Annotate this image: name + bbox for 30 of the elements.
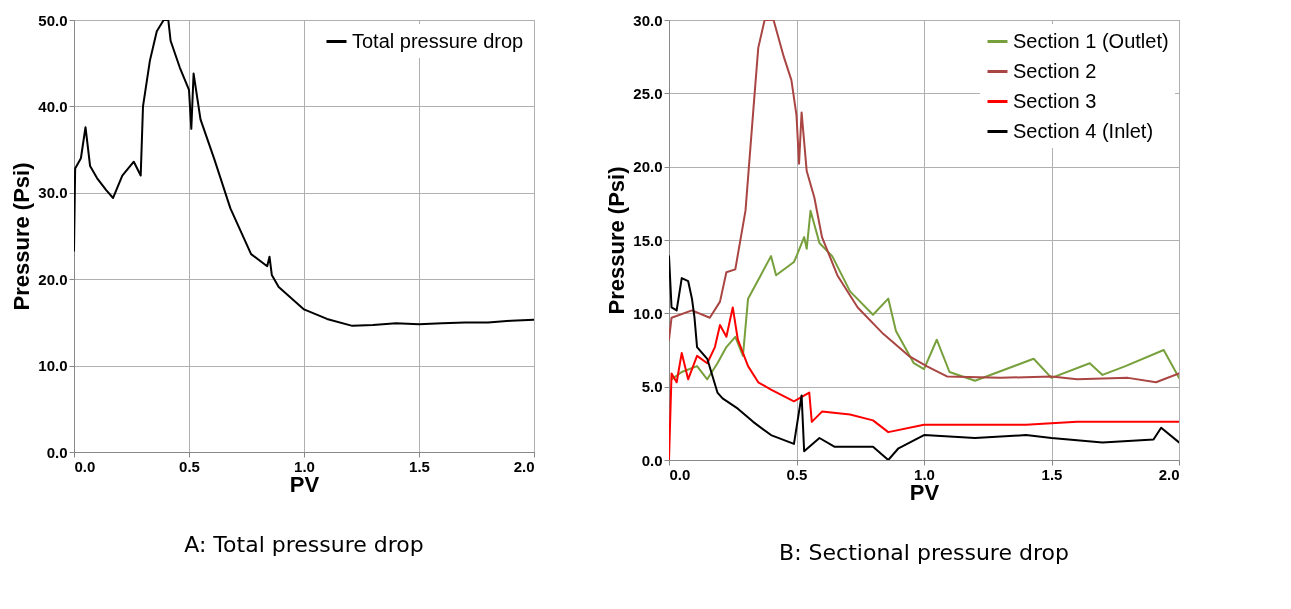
y-tick-label: 20.0 [633, 158, 663, 176]
x-tick-label: 0.5 [786, 465, 808, 483]
legend-label: Section 1 (Outlet) [1013, 29, 1169, 52]
y-tick-label: 25.0 [633, 84, 663, 102]
y-tick-label: 10.0 [633, 304, 663, 322]
legend-label: Total pressure drop [352, 29, 524, 52]
text: B: Sectional pressure drop [779, 540, 1069, 565]
y-tick-label: 30.0 [633, 11, 663, 29]
x-tick-label: 0.5 [179, 457, 200, 475]
x-tick-label: 2.0 [1158, 465, 1180, 483]
y-tick-label: 30.0 [38, 184, 68, 202]
x-tick-label: 1.5 [1041, 465, 1063, 483]
y-axis-title: Pressure (Psi) [604, 166, 630, 315]
y-tick-label: 10.0 [38, 357, 68, 375]
y-tick-label: 50.0 [38, 11, 68, 29]
x-tick-label: 0.0 [669, 465, 691, 483]
y-tick-label: 15.0 [633, 231, 663, 249]
legend-label: Section 4 (Inlet) [1013, 119, 1154, 142]
y-axis-title: Pressure (Psi) [9, 162, 35, 311]
legend-label: Section 3 [1013, 89, 1097, 112]
x-tick-label: 1.5 [409, 457, 430, 475]
y-tick-label: 20.0 [38, 270, 68, 288]
y-tick-label: 5.0 [641, 378, 663, 396]
x-tick-label: 2.0 [513, 457, 535, 475]
x-tick-label: 0.0 [74, 457, 96, 475]
y-tick-label: 40.0 [38, 97, 68, 115]
text: A: Total pressure drop [184, 532, 424, 557]
y-tick-label: 0.0 [46, 443, 68, 461]
line-series [670, 209, 1179, 382]
legend-label: Section 2 [1013, 59, 1097, 82]
